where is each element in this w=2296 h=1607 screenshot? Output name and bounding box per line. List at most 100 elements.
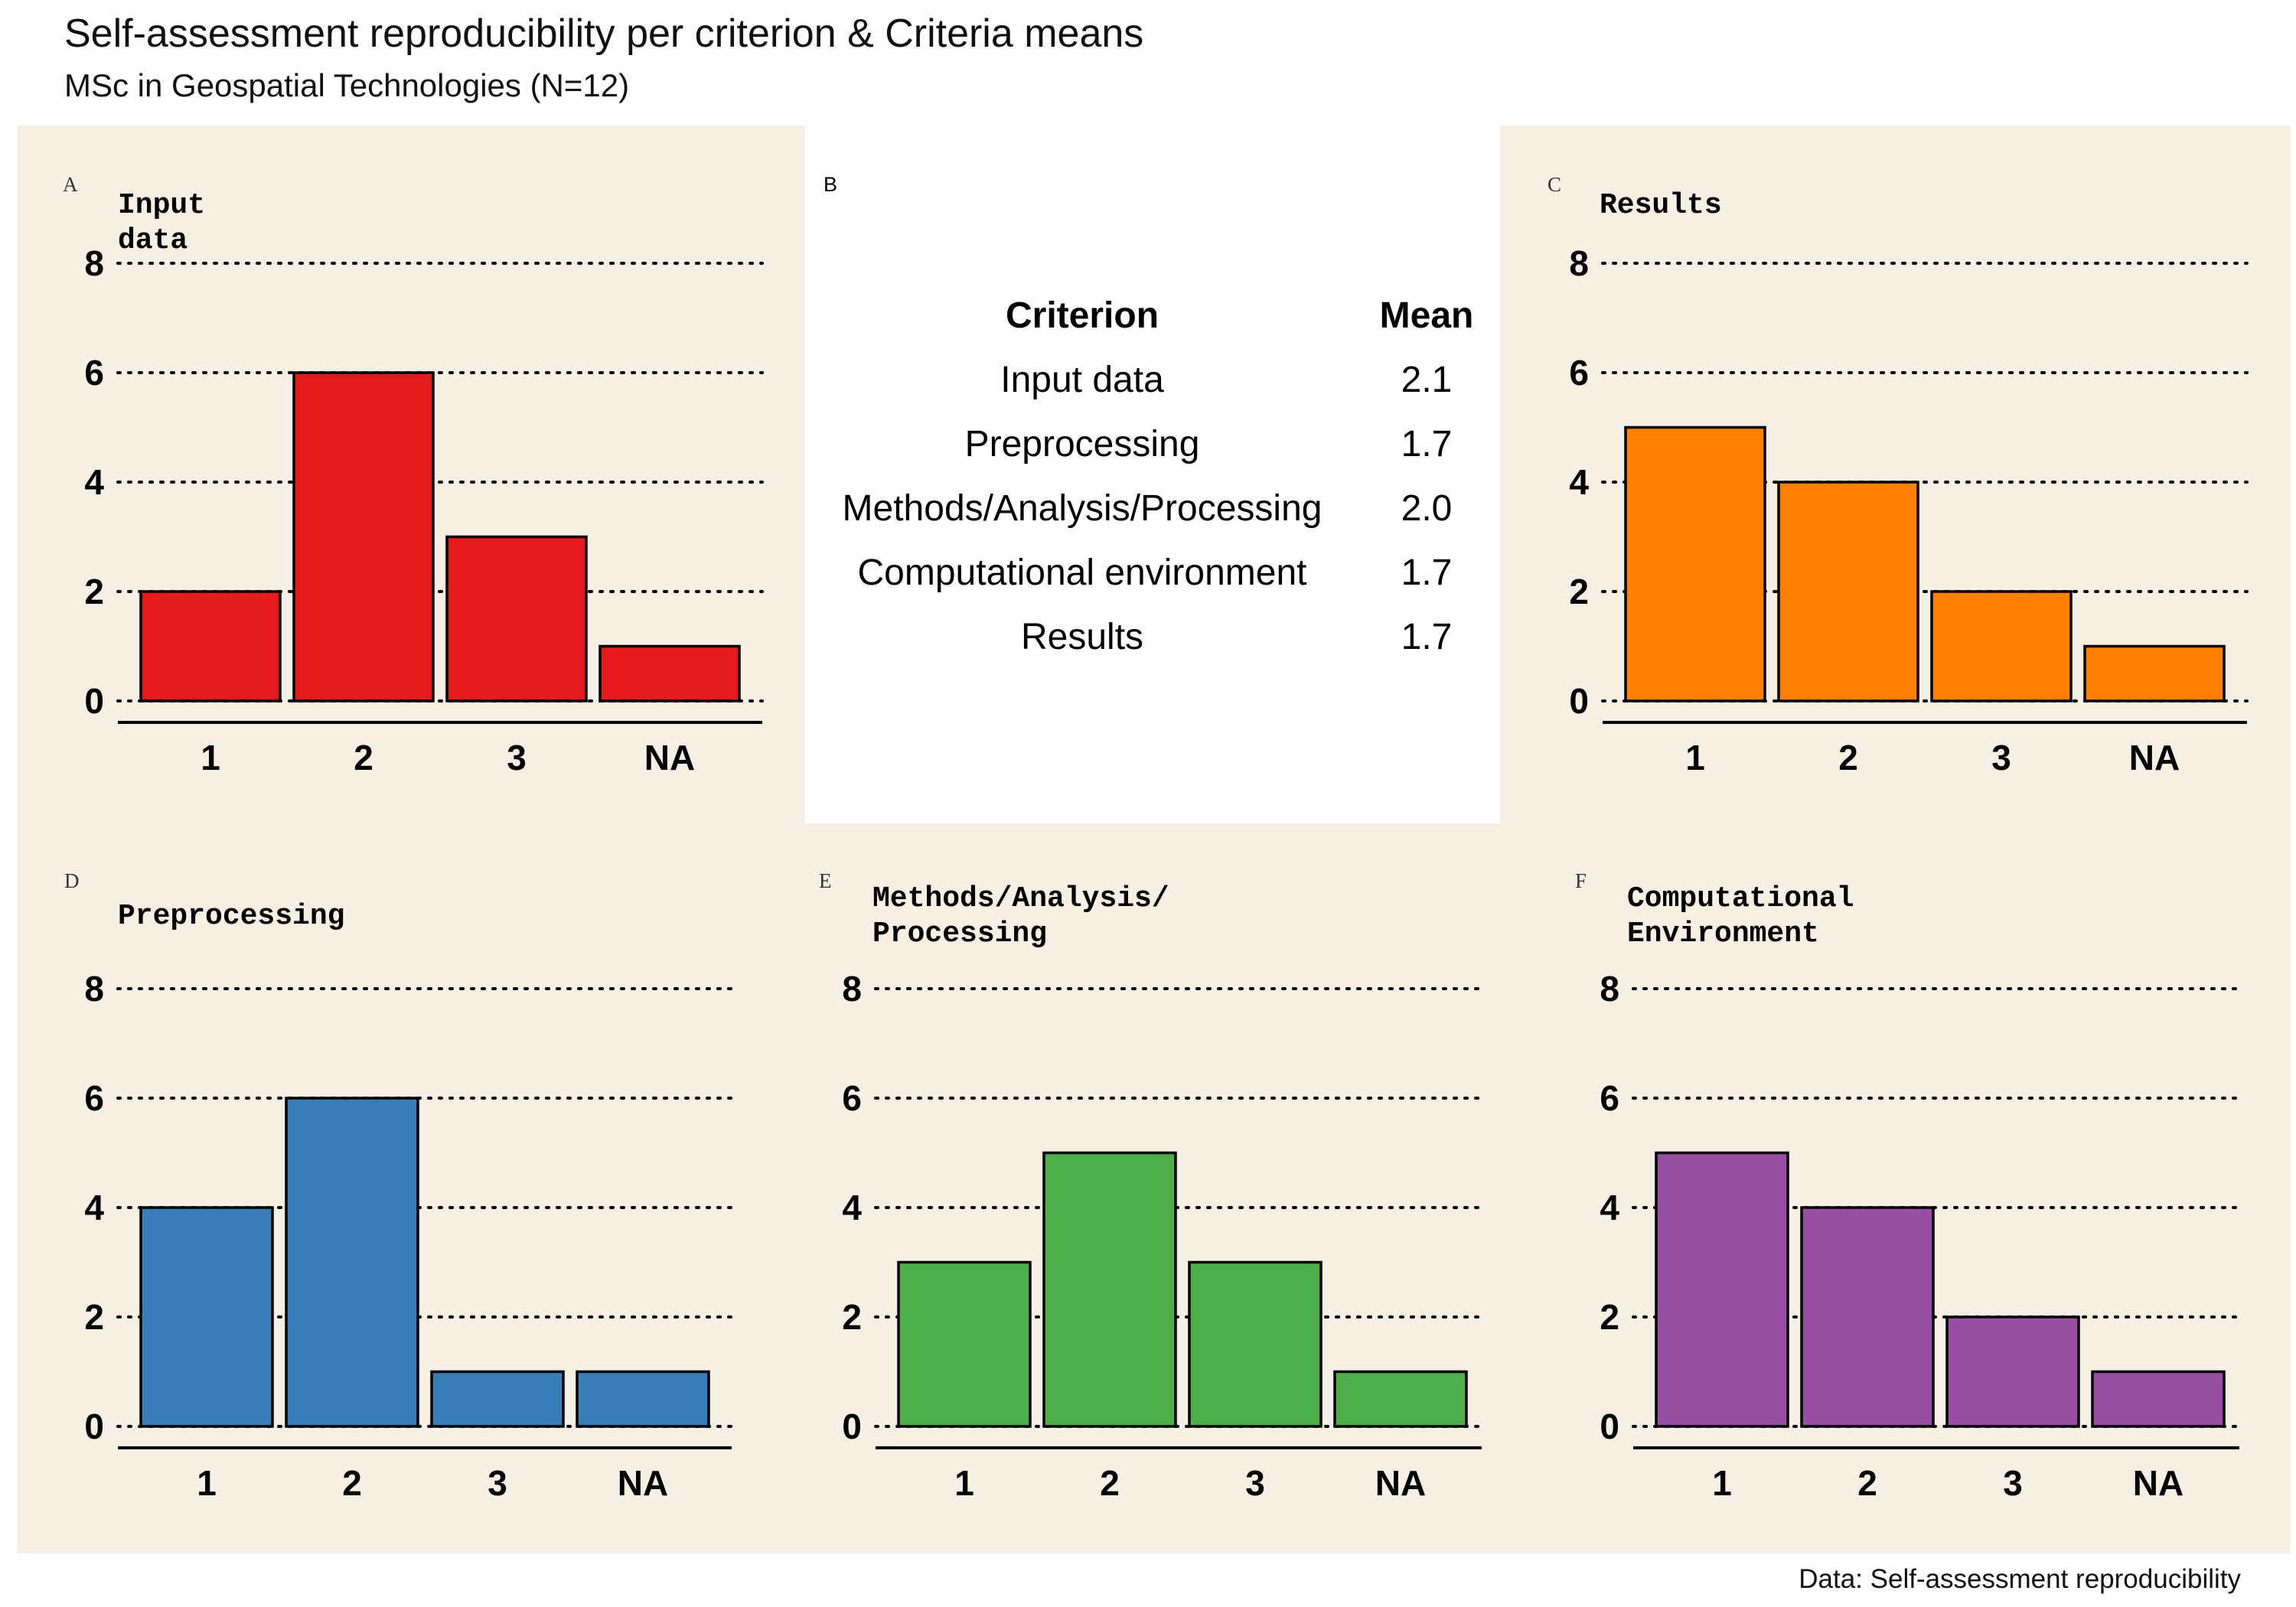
y-tick-label: 6	[84, 353, 104, 393]
figure-title: Self-assessment reproducibility per crit…	[64, 11, 1144, 56]
panel-title: Computational Environment	[1627, 882, 1854, 950]
x-tick-label: NA	[1375, 1463, 1426, 1503]
y-tick-label: 2	[84, 572, 104, 611]
data-source-caption: Data: Self-assessment reproducibility	[1799, 1564, 2241, 1594]
x-tick-label: 2	[1857, 1463, 1877, 1503]
panel-title: Preprocessing	[118, 900, 345, 933]
panel-tag: B	[823, 173, 838, 196]
x-tick-label: NA	[644, 738, 695, 777]
criterion-cell: Results	[1020, 616, 1144, 657]
y-tick-label: 8	[84, 969, 104, 1009]
y-tick-label: 0	[1569, 681, 1589, 721]
table-header-row: Criterion Mean	[811, 283, 1500, 347]
bar-1	[1655, 1151, 1789, 1428]
bar-na	[2083, 644, 2226, 702]
bar-1	[139, 590, 282, 702]
mean-cell: 2.1	[1401, 359, 1453, 400]
y-tick-label: 4	[84, 462, 104, 502]
y-tick-label: 6	[1600, 1078, 1619, 1118]
y-tick-label: 4	[842, 1188, 862, 1227]
x-tick-label: 2	[354, 738, 373, 777]
x-tick-label: 1	[954, 1463, 974, 1503]
table-row: Computational environment 1.7	[811, 540, 1500, 605]
x-tick-label: 3	[488, 1463, 507, 1503]
y-tick-label: 8	[1569, 243, 1589, 283]
mean-cell: 2.0	[1401, 487, 1453, 529]
y-tick-label: 2	[842, 1297, 862, 1337]
bar-3	[1188, 1260, 1322, 1428]
y-tick-label: 0	[84, 681, 104, 721]
criterion-cell: Input data	[1000, 359, 1164, 400]
bar-chart-computational-environment: 0 2 4 6 8 1 2 3 NA	[1600, 969, 2241, 1503]
y-tick-label: 4	[1569, 462, 1589, 502]
bar-na	[2091, 1370, 2226, 1428]
x-tick-label: 3	[2003, 1463, 2023, 1503]
panel-title: Input data	[118, 189, 206, 257]
table-row: Results 1.7	[811, 605, 1500, 669]
x-tick-label: 3	[1991, 738, 2011, 777]
y-tick-label: 0	[84, 1407, 104, 1446]
y-tick-label: 2	[1600, 1297, 1619, 1337]
x-tick-label: NA	[2129, 738, 2180, 777]
mean-cell: 1.7	[1401, 616, 1453, 657]
x-tick-label: NA	[2133, 1463, 2183, 1503]
table-row: Input data 2.1	[811, 347, 1500, 412]
panel-tag: D	[64, 869, 80, 892]
x-tick-label: NA	[618, 1463, 668, 1503]
bar-1	[139, 1206, 274, 1428]
x-tick-label: 2	[342, 1463, 362, 1503]
panel-tag: A	[63, 173, 78, 196]
bar-2	[1777, 481, 1919, 702]
x-tick-label: 1	[201, 738, 220, 777]
y-tick-label: 4	[1600, 1188, 1619, 1227]
bar-3	[445, 535, 588, 702]
y-tick-label: 8	[1600, 969, 1619, 1009]
y-tick-label: 6	[1569, 353, 1589, 393]
criteria-means-table: Criterion Mean Input data 2.1 Preprocess…	[811, 283, 1500, 669]
bar-na	[598, 644, 741, 702]
mean-cell: 1.7	[1401, 423, 1453, 464]
figure-subtitle: MSc in Geospatial Technologies (N=12)	[64, 67, 630, 103]
bar-chart-methods-analysis-processing: 0 2 4 6 8 1 2 3 NA	[842, 969, 1483, 1503]
bar-3	[1945, 1315, 2080, 1428]
y-tick-label: 8	[842, 969, 862, 1009]
bar-2	[1800, 1206, 1935, 1428]
panel-title: Results	[1600, 189, 1722, 222]
y-tick-label: 8	[84, 243, 104, 283]
x-tick-label: 3	[1245, 1463, 1265, 1503]
bar-1	[1624, 425, 1766, 702]
y-tick-label: 4	[84, 1188, 104, 1227]
criterion-cell: Methods/Analysis/Processing	[842, 487, 1322, 529]
x-tick-label: 2	[1838, 738, 1858, 777]
x-tick-label: 3	[507, 738, 527, 777]
bar-2	[1042, 1151, 1177, 1428]
mean-header: Mean	[1379, 295, 1474, 336]
bar-1	[897, 1260, 1032, 1428]
panel-title: Methods/Analysis/ Processing	[872, 882, 1169, 950]
y-tick-label: 6	[842, 1078, 862, 1118]
x-tick-label: 2	[1100, 1463, 1120, 1503]
bar-3	[430, 1370, 565, 1428]
bar-2	[292, 371, 435, 702]
y-tick-label: 2	[1569, 572, 1589, 611]
mean-cell: 1.7	[1401, 552, 1453, 593]
criterion-header: Criterion	[1006, 295, 1159, 336]
panel-tag: E	[819, 869, 832, 892]
table-row: Methods/Analysis/Processing 2.0	[811, 476, 1500, 540]
x-tick-label: 1	[1712, 1463, 1732, 1503]
bar-na	[576, 1370, 710, 1428]
criterion-cell: Computational environment	[857, 552, 1307, 593]
bar-chart-results: 0 2 4 6 8 1 2 3 NA	[1569, 243, 2249, 777]
bar-na	[1333, 1370, 1468, 1428]
bar-3	[1930, 590, 2073, 702]
table-row: Preprocessing 1.7	[811, 412, 1500, 476]
y-tick-label: 0	[1600, 1407, 1619, 1446]
bar-chart-preprocessing: 0 2 4 6 8 1 2 3 NA	[84, 969, 733, 1503]
x-tick-label: 1	[1685, 738, 1705, 777]
criterion-cell: Preprocessing	[964, 423, 1200, 464]
y-tick-label: 0	[842, 1407, 862, 1446]
bar-chart-input-data: 0 2 4 6 8 1 2 3 NA	[84, 243, 764, 777]
x-tick-label: 1	[197, 1463, 217, 1503]
panel-tag: C	[1548, 173, 1562, 196]
y-tick-label: 6	[84, 1078, 104, 1118]
